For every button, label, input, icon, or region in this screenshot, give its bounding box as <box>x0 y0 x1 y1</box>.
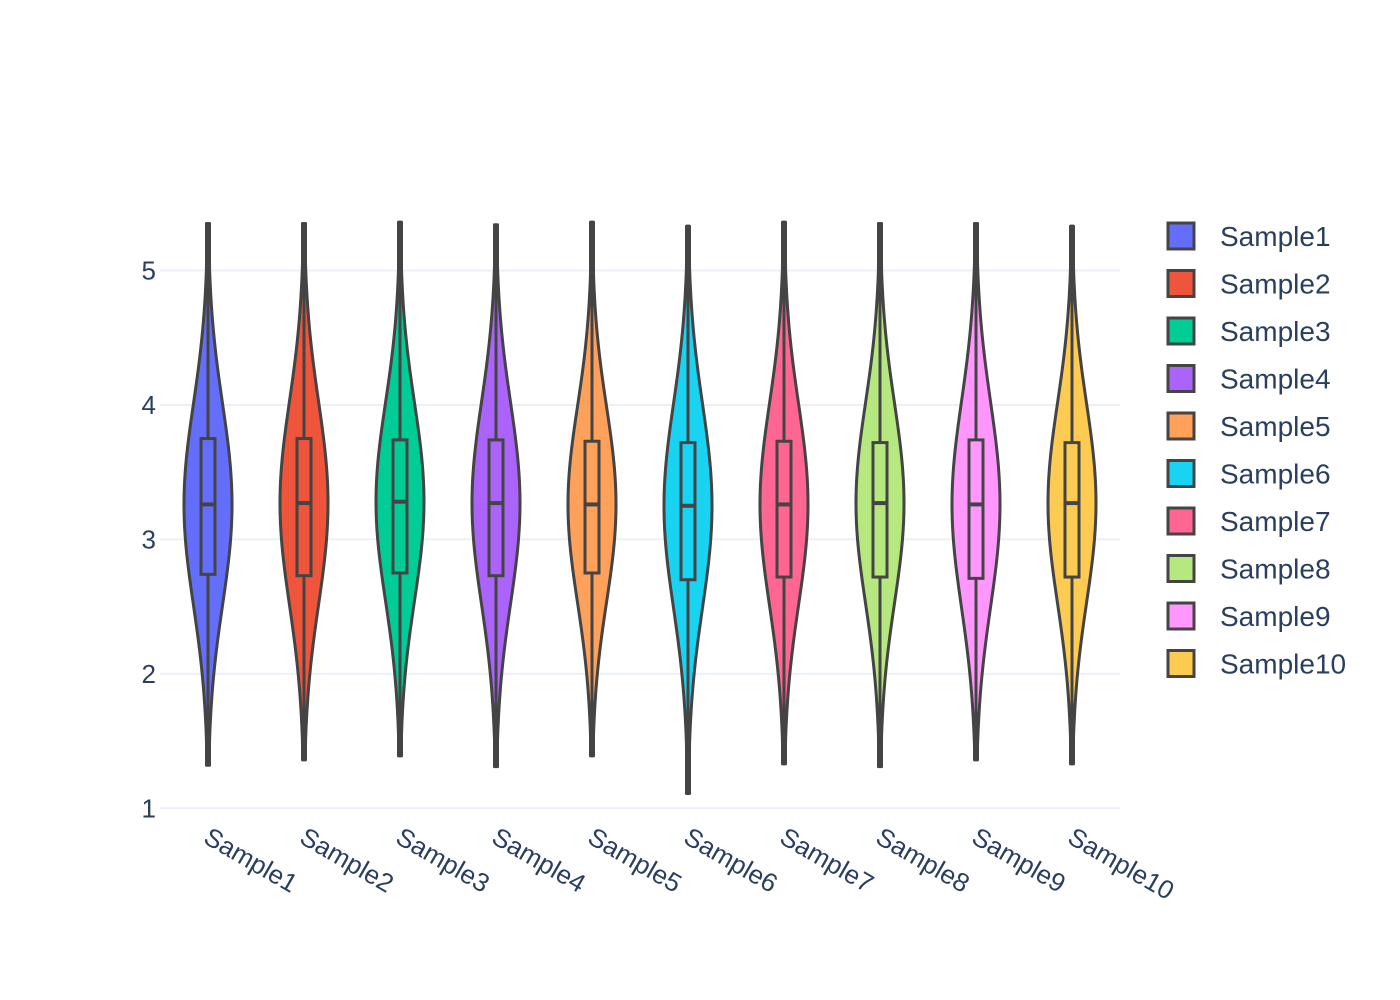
iqr-box <box>199 437 217 576</box>
violin-body[interactable] <box>182 221 234 767</box>
legend-item-sample3[interactable]: Sample3 <box>1166 316 1331 347</box>
x-axis-tick-labels: Sample1Sample2Sample3Sample4Sample5Sampl… <box>199 821 1179 906</box>
legend-swatch <box>1166 459 1196 488</box>
x-tick-label: Sample1 <box>199 821 303 898</box>
legend-label: Sample9 <box>1220 601 1331 632</box>
legend-swatch <box>1166 506 1196 536</box>
iqr-box <box>967 438 985 580</box>
violin-body[interactable] <box>374 220 426 758</box>
violin-sample1[interactable] <box>182 221 234 767</box>
legend-swatch <box>1166 269 1196 298</box>
x-tick-label: Sample7 <box>775 821 879 898</box>
legend-swatch <box>1166 221 1196 251</box>
violin-sample8[interactable] <box>854 221 906 769</box>
legend-swatch <box>1166 364 1196 393</box>
violin-sample9[interactable] <box>950 221 1002 762</box>
violin-body[interactable] <box>662 224 714 795</box>
legend-item-sample6[interactable]: Sample6 <box>1166 459 1331 490</box>
violin-sample7[interactable] <box>758 220 810 766</box>
x-tick-label: Sample10 <box>1063 821 1179 906</box>
legend-item-sample5[interactable]: Sample5 <box>1166 411 1331 442</box>
iqr-box <box>871 441 889 579</box>
y-axis-tick-labels: 1 2 3 4 5 <box>142 256 156 824</box>
legend-label: Sample8 <box>1220 554 1331 585</box>
legend-swatch <box>1166 601 1196 631</box>
legend-label: Sample5 <box>1220 411 1331 442</box>
violin-body[interactable] <box>854 221 906 769</box>
legend-swatch <box>1166 316 1196 346</box>
iqr-box <box>679 441 697 582</box>
legend-swatch <box>1166 649 1196 678</box>
y-tick-label: 3 <box>142 524 156 554</box>
legend-label: Sample3 <box>1220 316 1331 347</box>
legend-label: Sample4 <box>1220 364 1331 395</box>
legend-item-sample1[interactable]: Sample1 <box>1166 221 1331 252</box>
violin-body[interactable] <box>950 221 1002 762</box>
violin-sample3[interactable] <box>374 220 426 758</box>
legend-item-sample4[interactable]: Sample4 <box>1166 364 1331 395</box>
violin-sample5[interactable] <box>566 220 618 758</box>
violin-sample2[interactable] <box>278 221 330 762</box>
x-tick-label: Sample3 <box>391 821 495 898</box>
legend-label: Sample7 <box>1220 506 1331 537</box>
violin-sample10[interactable] <box>1046 224 1098 766</box>
iqr-box <box>295 437 313 578</box>
x-tick-label: Sample4 <box>487 821 591 898</box>
iqr-box <box>775 439 793 579</box>
violin-sample6[interactable] <box>662 224 714 795</box>
iqr-box <box>391 438 409 575</box>
legend-item-sample10[interactable]: Sample10 <box>1166 649 1346 680</box>
violin-body[interactable] <box>470 223 522 769</box>
iqr-box <box>583 439 601 575</box>
legend-label: Sample1 <box>1220 221 1331 252</box>
violin-body[interactable] <box>566 220 618 758</box>
violins <box>182 220 1098 795</box>
x-tick-label: Sample8 <box>871 821 975 898</box>
violin-body[interactable] <box>1046 224 1098 766</box>
iqr-box <box>487 438 505 578</box>
iqr-box <box>1063 441 1081 579</box>
y-tick-label: 5 <box>142 256 156 286</box>
legend-item-sample8[interactable]: Sample8 <box>1166 554 1331 585</box>
x-tick-label: Sample5 <box>583 821 687 898</box>
legend-label: Sample2 <box>1220 269 1331 300</box>
y-tick-label: 4 <box>142 390 156 420</box>
x-tick-label: Sample6 <box>679 821 783 898</box>
x-tick-label: Sample9 <box>967 821 1071 898</box>
violin-sample4[interactable] <box>470 223 522 769</box>
y-tick-label: 2 <box>142 659 156 689</box>
legend-item-sample9[interactable]: Sample9 <box>1166 601 1331 632</box>
x-tick-label: Sample2 <box>295 821 399 898</box>
legend-label: Sample10 <box>1220 649 1346 680</box>
y-tick-label: 1 <box>142 793 156 823</box>
violin-body[interactable] <box>278 221 330 762</box>
legend-swatch <box>1166 554 1196 583</box>
legend[interactable]: Sample1 Sample2 Sample3 Sample4 Sample5 Sampl… <box>1166 221 1346 680</box>
legend-item-sample2[interactable]: Sample2 <box>1166 269 1331 300</box>
legend-label: Sample6 <box>1220 459 1331 490</box>
violin-body[interactable] <box>758 220 810 766</box>
legend-item-sample7[interactable]: Sample7 <box>1166 506 1331 537</box>
legend-swatch <box>1166 411 1196 441</box>
